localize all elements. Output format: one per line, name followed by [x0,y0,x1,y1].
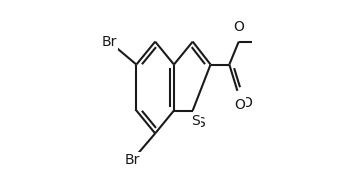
Text: Br: Br [125,153,140,167]
Text: S: S [196,116,205,130]
Text: S: S [191,114,200,128]
Text: Br: Br [101,35,117,49]
Text: O: O [234,98,245,112]
Text: O: O [233,22,244,36]
Text: O: O [233,20,244,34]
Text: O: O [241,96,252,109]
Text: Br: Br [125,153,140,167]
Text: Br: Br [101,35,117,49]
